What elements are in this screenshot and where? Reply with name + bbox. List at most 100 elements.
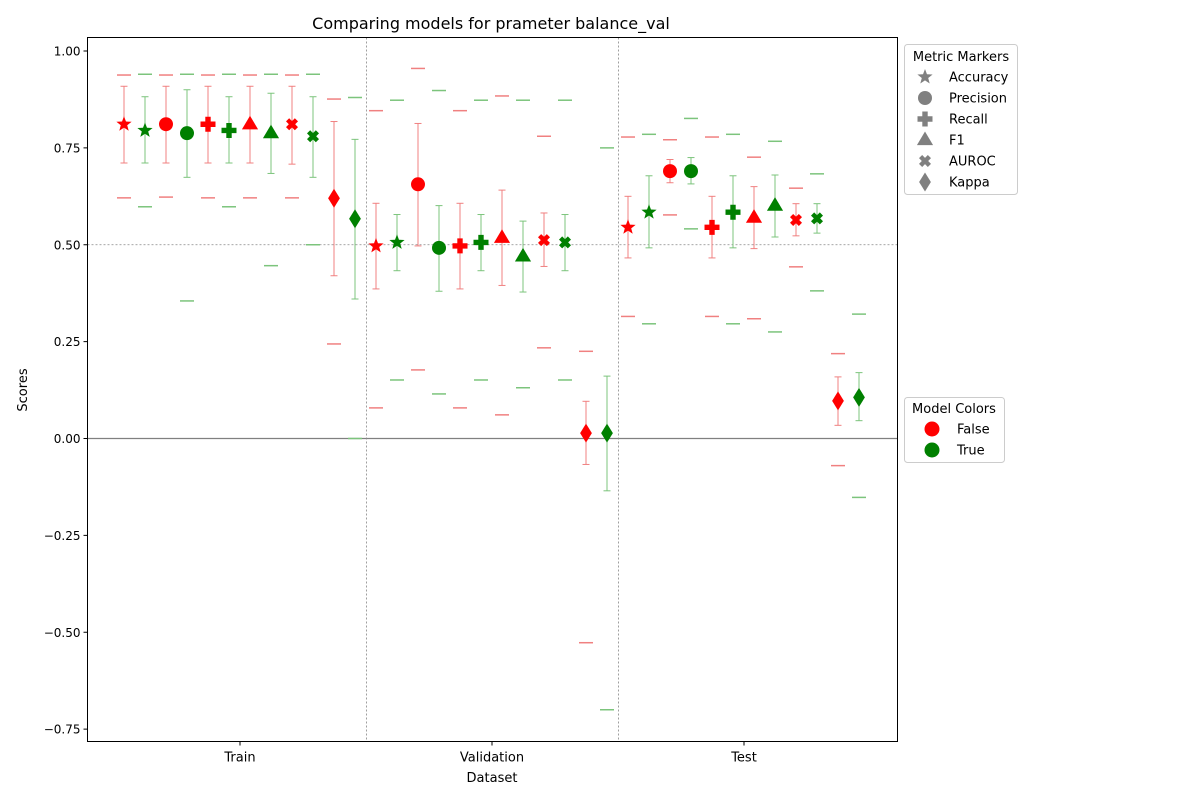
data-point-test-kappa-false bbox=[831, 352, 845, 467]
point-marker bbox=[116, 116, 132, 131]
plot-frame bbox=[87, 37, 898, 742]
metric-legend: Metric Markers Accuracy Precision Recall F1 A… bbox=[904, 44, 1018, 195]
data-point-validation-kappa-false bbox=[579, 350, 593, 644]
metric-legend-item-kappa: Kappa bbox=[919, 172, 990, 192]
x-tick-label: Validation bbox=[460, 751, 524, 766]
point-marker bbox=[200, 116, 216, 132]
point-marker bbox=[663, 164, 677, 179]
data-point-test-accuracy-false bbox=[620, 136, 636, 318]
y-tick-label: 0.00 bbox=[54, 432, 81, 446]
point-marker bbox=[452, 238, 468, 254]
metric-legend-item-precision: Precision bbox=[918, 91, 1007, 107]
point-marker bbox=[180, 126, 194, 141]
point-marker bbox=[684, 164, 698, 179]
point-marker bbox=[241, 115, 259, 130]
metric-legend-item-accuracy: Accuracy bbox=[917, 69, 1009, 86]
data-point-train-f1-false bbox=[241, 74, 259, 199]
y-tick-label: 1.00 bbox=[54, 45, 81, 59]
legend-label: True bbox=[956, 444, 985, 459]
data-point-validation-kappa-true bbox=[600, 147, 614, 711]
point-marker bbox=[641, 204, 657, 219]
model-legend-title: Model Colors bbox=[912, 402, 996, 417]
point-marker bbox=[473, 234, 489, 250]
point-marker bbox=[745, 209, 763, 223]
point-marker bbox=[432, 240, 446, 255]
data-point-train-auroc-false bbox=[285, 74, 299, 199]
point-marker bbox=[832, 391, 844, 411]
data-point-test-f1-true bbox=[766, 140, 784, 333]
point-marker bbox=[538, 234, 550, 247]
x-axis-label: Dataset bbox=[467, 771, 518, 786]
data-point-validation-accuracy-false bbox=[368, 109, 384, 409]
legend-marker-icon bbox=[919, 172, 931, 192]
point-marker bbox=[725, 204, 741, 220]
point-marker bbox=[601, 423, 613, 443]
data-point-validation-accuracy-true bbox=[389, 99, 405, 381]
legend-marker-icon bbox=[917, 111, 933, 127]
plot-area: 1.00 0.75 0.50 0.25 0.00 −0.25 −0.50 −0.75 Train… bbox=[44, 37, 898, 766]
point-marker bbox=[221, 122, 237, 138]
metric-legend-item-f1: F1 bbox=[916, 131, 965, 149]
legend-color-icon bbox=[924, 421, 940, 437]
data-point-validation-auroc-true bbox=[558, 99, 572, 381]
point-marker bbox=[411, 177, 425, 192]
data-point-test-accuracy-true bbox=[641, 133, 657, 325]
data-point-test-precision-false bbox=[663, 138, 677, 216]
metric-legend-title: Metric Markers bbox=[913, 50, 1009, 65]
data-point-train-kappa-false bbox=[327, 98, 341, 345]
legend-label: Accuracy bbox=[949, 71, 1009, 86]
point-marker bbox=[307, 130, 319, 143]
point-marker bbox=[620, 219, 636, 234]
y-tick-label: −0.75 bbox=[44, 723, 81, 737]
metric-legend-box bbox=[904, 44, 1018, 195]
y-tick-label: −0.25 bbox=[44, 529, 81, 543]
point-marker bbox=[559, 236, 571, 249]
point-marker bbox=[137, 122, 153, 137]
data-point-test-auroc-false bbox=[789, 187, 803, 268]
legend-label: Precision bbox=[949, 92, 1007, 107]
legend-color-icon bbox=[924, 442, 940, 458]
point-marker bbox=[766, 197, 784, 211]
point-marker bbox=[580, 423, 592, 443]
point-marker bbox=[328, 188, 340, 208]
legend-label: F1 bbox=[949, 134, 965, 149]
chart-title: Comparing models for prameter balance_va… bbox=[312, 14, 670, 34]
point-marker bbox=[262, 124, 280, 139]
data-point-test-kappa-true bbox=[852, 313, 866, 499]
data-point-test-precision-true bbox=[684, 117, 698, 230]
data-point-validation-f1-false bbox=[493, 95, 511, 416]
point-marker bbox=[704, 219, 720, 235]
legend-label: False bbox=[957, 423, 990, 438]
data-point-validation-precision-true bbox=[432, 89, 446, 395]
data-point-train-accuracy-true bbox=[137, 73, 153, 208]
model-legend: Model Colors False True bbox=[904, 397, 1005, 463]
legend-marker-icon bbox=[917, 69, 933, 84]
y-tick-label: 0.25 bbox=[54, 335, 81, 349]
data-point-train-kappa-true bbox=[348, 96, 362, 440]
model-legend-item-true: True bbox=[924, 442, 985, 459]
y-tick-label: 0.75 bbox=[54, 141, 81, 155]
point-marker bbox=[790, 213, 802, 226]
legend-marker-icon bbox=[918, 91, 932, 105]
data-point-train-recall-false bbox=[200, 74, 216, 199]
y-tick-label: −0.50 bbox=[44, 626, 81, 640]
model-legend-item-false: False bbox=[924, 421, 990, 438]
data-point-test-recall-false bbox=[704, 136, 720, 318]
legend-marker-icon bbox=[916, 131, 934, 146]
y-tick-label: 0.50 bbox=[54, 238, 81, 252]
legend-marker-icon bbox=[919, 155, 931, 167]
point-marker bbox=[514, 247, 532, 262]
x-tick-label: Train bbox=[223, 751, 255, 766]
point-marker bbox=[853, 387, 865, 407]
point-marker bbox=[811, 212, 823, 225]
data-point-validation-auroc-false bbox=[537, 135, 551, 349]
data-point-train-precision-true bbox=[180, 73, 194, 302]
data-point-train-recall-true bbox=[221, 73, 237, 208]
y-axis-label: Scores bbox=[16, 368, 31, 411]
point-marker bbox=[493, 229, 511, 243]
data-point-validation-precision-false bbox=[411, 67, 425, 371]
data-point-test-recall-true bbox=[725, 133, 741, 325]
metric-legend-item-auroc: AUROC bbox=[919, 155, 996, 170]
